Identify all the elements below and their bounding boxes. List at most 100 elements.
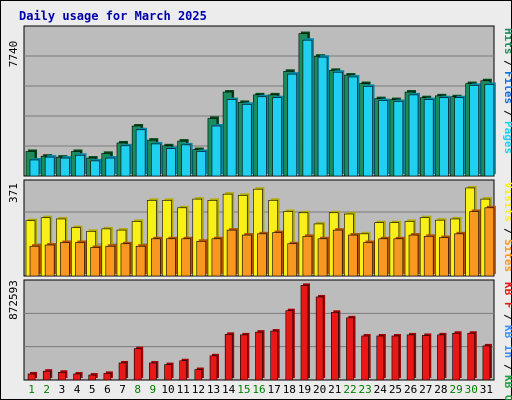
bar-kbytes-kb-f-day-18: [285, 310, 294, 381]
x-tick-label-day-9: 9: [150, 383, 157, 396]
bar-hits-pages-day-14: [226, 99, 237, 177]
bar-visits-sites-day-30: [469, 211, 479, 277]
bar-visits-sites-day-5: [90, 247, 100, 277]
bar-visits-sites-day-21: [332, 229, 343, 277]
legend-separator: /: [502, 228, 512, 235]
bar-kbytes-kb-f-day-30: [467, 332, 476, 381]
x-tick-label-day-29: 29: [449, 383, 462, 396]
x-tick-label-day-6: 6: [104, 383, 111, 396]
bar-kbytes-kb-f-day-23: [361, 335, 369, 381]
x-tick-label-day-25: 25: [389, 383, 402, 396]
bar-visits-sites-day-20: [317, 238, 328, 277]
x-tick-label-day-17: 17: [268, 383, 281, 396]
bar-visits-sites-day-4: [75, 242, 85, 277]
x-tick-label-day-15: 15: [237, 383, 250, 396]
bar-visits-sites-day-24: [378, 238, 389, 277]
bar-visits-sites-day-13: [211, 238, 222, 277]
legend-visits: Visits: [502, 182, 512, 222]
bar-hits-pages-day-9: [150, 143, 161, 177]
bar-hits-pages-day-27: [423, 99, 434, 177]
x-tick-label-day-13: 13: [207, 383, 220, 396]
bar-kbytes-kb-f-day-11: [179, 360, 187, 381]
bar-hits-pages-day-22: [348, 76, 358, 177]
bar-hits-pages-day-17: [272, 97, 282, 177]
legend-separator: /: [502, 364, 512, 371]
bar-visits-sites-day-2: [44, 244, 55, 277]
bar-kbytes-kb-f-day-4: [73, 373, 81, 381]
bar-visits-sites-day-31: [484, 207, 495, 277]
bar-visits-sites-day-17: [272, 232, 282, 277]
bar-kbytes-kb-f-day-25: [391, 335, 400, 381]
chart-panels: 7740Hits/Files/Pages371Visits/Sites87259…: [7, 25, 512, 400]
bar-visits-sites-day-9: [150, 238, 161, 277]
bar-visits-sites-day-12: [196, 240, 207, 277]
x-tick-label-day-16: 16: [252, 383, 265, 396]
bar-visits-sites-day-15: [241, 234, 252, 277]
bar-hits-pages-day-2: [44, 156, 55, 177]
legend-separator: /: [502, 110, 512, 117]
bar-hits-pages-day-31: [484, 84, 495, 177]
bar-visits-sites-day-23: [363, 242, 373, 277]
bar-kbytes-kb-f-day-13: [209, 355, 218, 381]
bar-hits-pages-day-10: [166, 148, 176, 177]
legend-files: Files: [502, 71, 512, 104]
panel-visits-ymax-label: 371: [7, 183, 20, 203]
bar-kbytes-kb-f-day-7: [118, 362, 127, 381]
bar-kbytes-kb-f-day-1: [27, 373, 36, 381]
bar-hits-pages-day-16: [257, 96, 267, 177]
legend-sites: Sites: [502, 239, 512, 272]
bar-hits-pages-day-19: [302, 39, 313, 177]
bar-visits-sites-day-1: [29, 245, 40, 277]
bar-kbytes-kb-f-day-6: [103, 373, 112, 381]
legend-kb-f: KB F: [502, 282, 512, 309]
x-tick-label-day-24: 24: [374, 383, 388, 396]
bar-kbytes-kb-f-day-8: [133, 348, 142, 381]
bar-hits-pages-day-13: [211, 125, 222, 177]
x-tick-label-day-26: 26: [404, 383, 417, 396]
bar-hits-pages-day-5: [90, 160, 100, 177]
bar-visits-sites-day-26: [408, 234, 419, 277]
legend-separator: /: [502, 314, 512, 321]
bar-kbytes-kb-f-day-16: [255, 331, 263, 381]
bar-hits-pages-day-20: [317, 56, 328, 177]
bar-hits-pages-day-23: [363, 86, 373, 177]
bar-hits-pages-day-7: [120, 145, 131, 177]
bar-hits-pages-day-30: [469, 85, 479, 177]
x-tick-label-day-22: 22: [343, 383, 356, 396]
bar-visits-sites-day-3: [60, 242, 70, 277]
bar-kbytes-kb-f-day-22: [346, 317, 354, 381]
bar-visits-sites-day-28: [439, 237, 449, 277]
bar-visits-sites-day-7: [120, 243, 131, 277]
bar-kbytes-kb-f-day-17: [270, 330, 278, 381]
x-tick-label-day-10: 10: [161, 383, 174, 396]
x-tick-label-day-18: 18: [283, 383, 296, 396]
legend-separator: /: [502, 60, 512, 67]
bar-visits-sites-day-27: [423, 236, 434, 277]
bar-hits-pages-day-25: [393, 101, 404, 177]
bar-hits-pages-day-12: [196, 151, 207, 177]
bar-hits-pages-day-24: [378, 100, 389, 177]
bar-visits-sites-day-18: [287, 243, 298, 277]
bar-visits-sites-day-6: [105, 245, 116, 277]
bar-visits-sites-day-11: [181, 238, 191, 277]
bar-kbytes-kb-f-day-21: [331, 312, 339, 381]
bar-kbytes-kb-f-day-31: [482, 345, 491, 381]
x-tick-label-day-21: 21: [328, 383, 341, 396]
x-tick-label-day-27: 27: [419, 383, 432, 396]
bar-kbytes-kb-f-day-14: [224, 334, 233, 381]
bar-kbytes-kb-f-day-10: [164, 364, 172, 381]
bar-visits-sites-day-22: [348, 234, 358, 277]
bar-visits-sites-day-19: [302, 236, 313, 277]
bar-kbytes-kb-f-day-29: [452, 332, 460, 381]
bar-hits-pages-day-15: [241, 104, 252, 177]
legend-pages: Pages: [502, 121, 512, 154]
bar-kbytes-kb-f-day-5: [88, 374, 97, 381]
bar-kbytes-kb-f-day-12: [194, 369, 203, 381]
x-tick-label-day-12: 12: [192, 383, 205, 396]
x-tick-label-day-14: 14: [222, 383, 236, 396]
x-tick-label-day-7: 7: [119, 383, 126, 396]
bar-hits-pages-day-1: [29, 159, 40, 177]
x-tick-label-day-30: 30: [465, 383, 478, 396]
bar-hits-pages-day-6: [105, 157, 116, 177]
